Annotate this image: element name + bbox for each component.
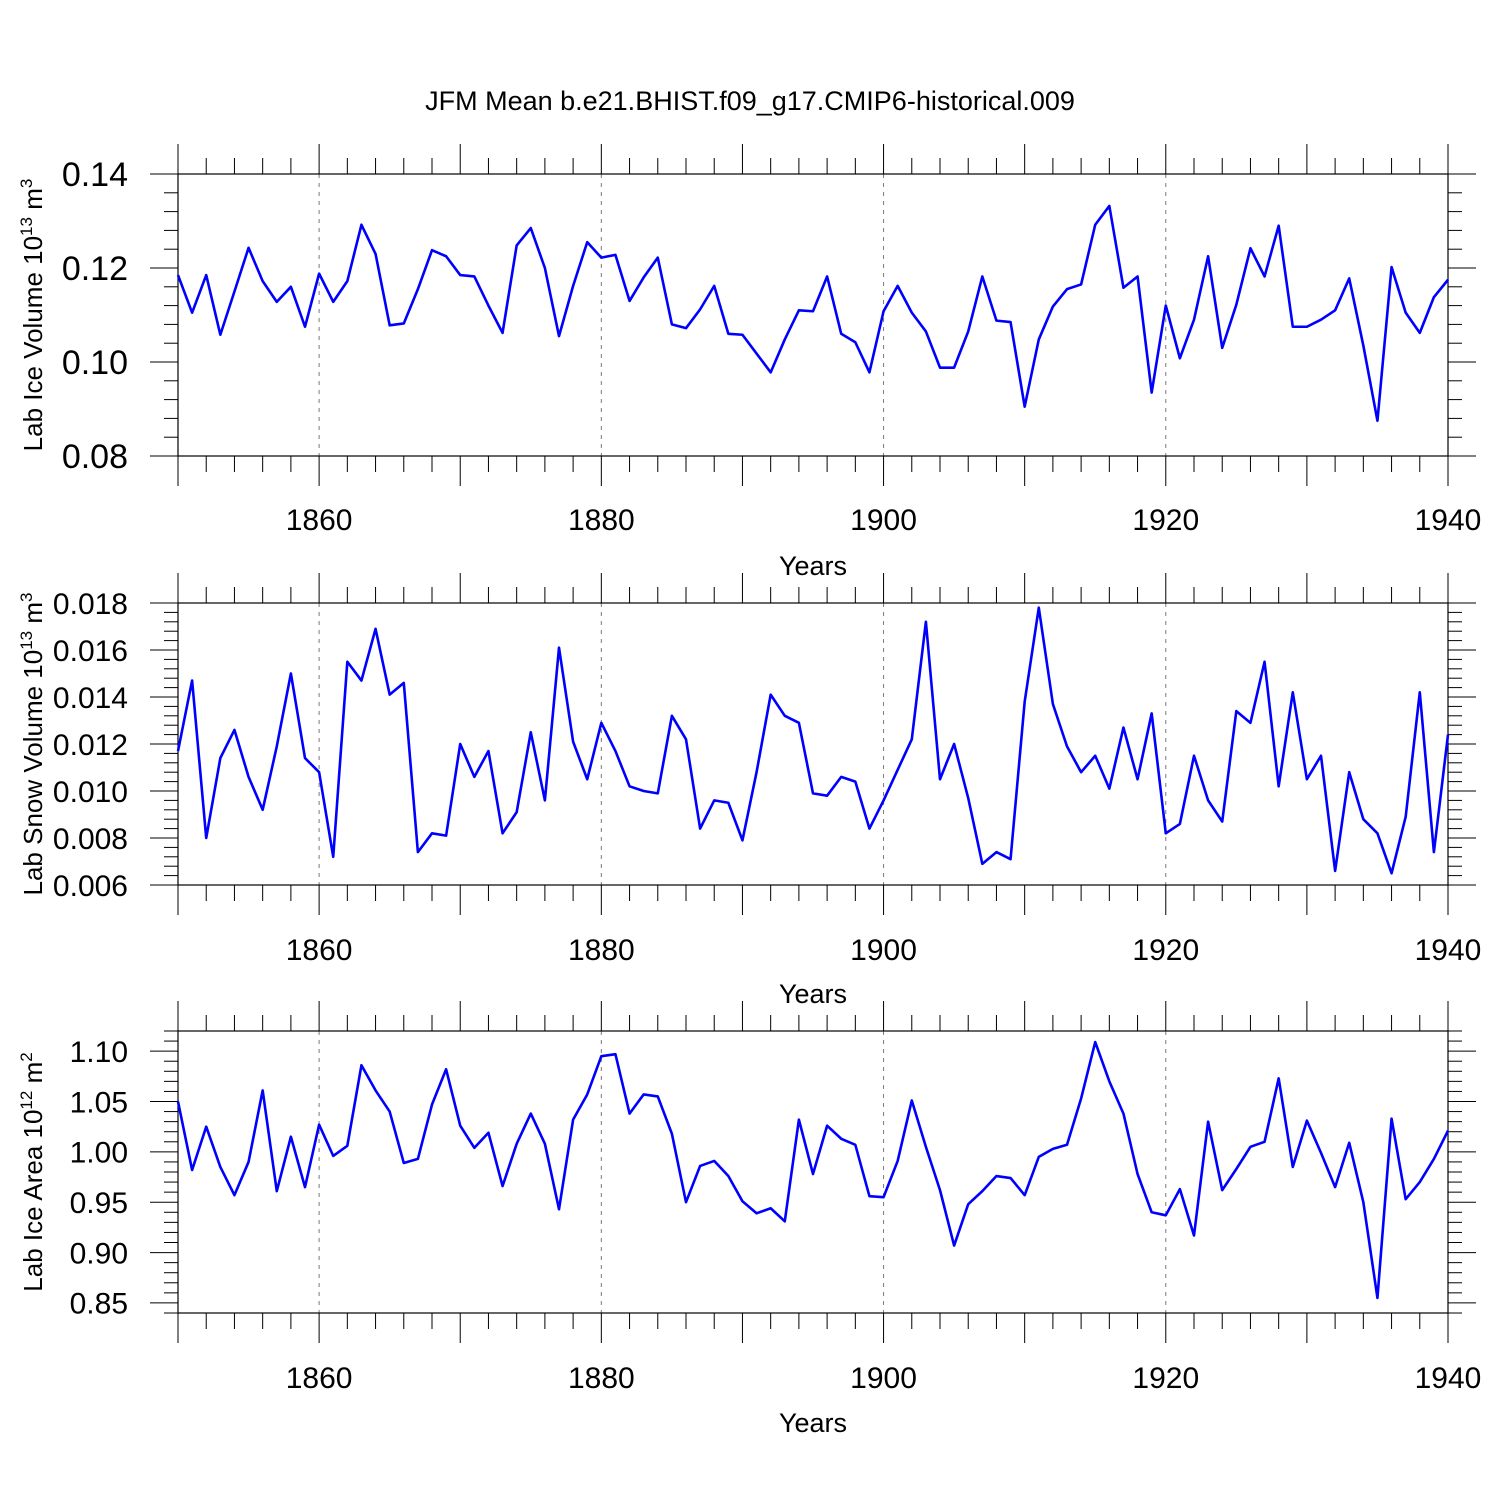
x-axis-title: Years — [779, 1408, 847, 1438]
y-tick-label-0.014: 0.014 — [53, 682, 128, 715]
y-axis-title-unit: m — [18, 602, 48, 631]
x-tick-label-1900: 1900 — [850, 504, 917, 537]
y-tick-label-0.008: 0.008 — [53, 823, 128, 856]
x-tick-label-1900: 1900 — [850, 934, 917, 967]
y-tick-label-0.010: 0.010 — [53, 776, 128, 809]
x-tick-label-1880: 1880 — [568, 504, 635, 537]
x-tick-label-1920: 1920 — [1132, 934, 1199, 967]
plot-frame — [177, 173, 1449, 457]
x-axis-title: Years — [779, 551, 847, 581]
x-tick-label-1860: 1860 — [286, 1362, 353, 1395]
y-axis-title-exponent: 13 — [17, 217, 36, 236]
y-axis-title: Lab Ice Volume 1013 m3 — [17, 179, 48, 452]
y-axis-title: Lab Ice Area 1012 m2 — [17, 1052, 48, 1291]
y-tick-label-0.018: 0.018 — [53, 588, 128, 621]
y-axis-title-unit: m — [18, 188, 48, 217]
x-tick-label-1940: 1940 — [1415, 934, 1482, 967]
panel-3: 0.85 0.90 0.95 1.00 1.05 1.10 1860 1880 1900 1920… — [17, 1001, 1481, 1438]
series-line-1 — [176, 204, 1450, 423]
y-tick-label-0.006: 0.006 — [53, 870, 128, 903]
x-tick-label-1900: 1900 — [850, 1362, 917, 1395]
x-axis-title: Years — [779, 979, 847, 1009]
x-tick-label-1860: 1860 — [286, 504, 353, 537]
y-axis-title-unit-exponent: 3 — [17, 592, 36, 601]
panel-1: 0.08 0.10 0.12 0.14 1860 1880 1900 1920 1940 Year… — [17, 144, 1481, 581]
y-tick-label-0.90: 0.90 — [70, 1237, 128, 1270]
x-tick-label-1940: 1940 — [1415, 1362, 1482, 1395]
y-axis-title: Lab Snow Volume 1013 m3 — [17, 592, 48, 895]
y-tick-label-0.85: 0.85 — [70, 1288, 128, 1321]
x-tick-label-1940: 1940 — [1415, 504, 1482, 537]
y-axis-title-base: Lab Ice Area 10 — [18, 1110, 48, 1292]
y-tick-label-1.10: 1.10 — [70, 1036, 128, 1069]
y-tick-label-0.012: 0.012 — [53, 729, 128, 762]
plot-frame — [177, 602, 1449, 886]
y-tick-label-1.05: 1.05 — [70, 1086, 128, 1119]
y-axis-title-exponent: 12 — [17, 1091, 36, 1110]
y-axis-title-unit: m — [18, 1062, 48, 1091]
y-axis-title-exponent: 13 — [17, 631, 36, 650]
x-tick-label-1880: 1880 — [568, 1362, 635, 1395]
series-line-1 — [176, 606, 1450, 875]
y-tick-label-0.95: 0.95 — [70, 1187, 128, 1220]
panel-2: 0.006 0.008 0.010 0.012 0.014 0.016 0.018 1860 1… — [17, 573, 1481, 1009]
y-axis-title-base: Lab Snow Volume 10 — [18, 650, 48, 896]
y-tick-label-0.12: 0.12 — [62, 250, 128, 288]
y-tick-label-0.016: 0.016 — [53, 635, 128, 668]
y-axis-title-unit-exponent: 2 — [17, 1052, 36, 1061]
y-tick-label-0.08: 0.08 — [62, 438, 128, 476]
y-tick-label-1.00: 1.00 — [70, 1137, 128, 1170]
x-tick-label-1860: 1860 — [286, 934, 353, 967]
x-tick-label-1920: 1920 — [1132, 1362, 1199, 1395]
x-tick-label-1880: 1880 — [568, 934, 635, 967]
y-tick-label-0.10: 0.10 — [62, 344, 128, 382]
y-tick-label-0.14: 0.14 — [62, 156, 128, 194]
x-tick-label-1920: 1920 — [1132, 504, 1199, 537]
y-axis-title-unit-exponent: 3 — [17, 179, 36, 188]
y-axis-title-base: Lab Ice Volume 10 — [18, 236, 48, 451]
series-line-1 — [176, 1040, 1450, 1300]
figure-title: JFM Mean b.e21.BHIST.f09_g17.CMIP6-histo… — [425, 86, 1075, 116]
